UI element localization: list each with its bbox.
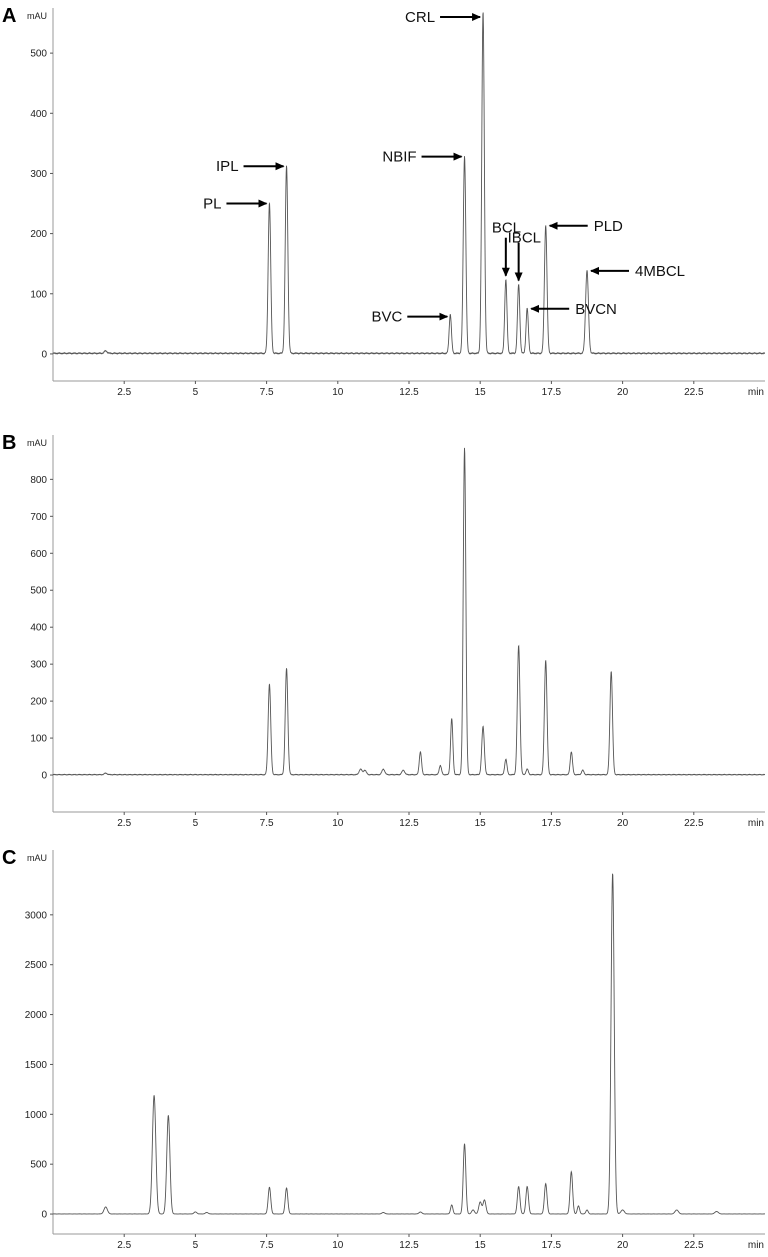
annotation-label: PL bbox=[203, 196, 221, 213]
y-axis-unit-label: mAU bbox=[27, 11, 47, 21]
y-tick-label: 400 bbox=[30, 109, 47, 120]
y-tick-label: 2500 bbox=[25, 960, 48, 971]
x-tick-label: 7.5 bbox=[260, 387, 274, 398]
annotation-label: IPL bbox=[216, 158, 239, 175]
annotation-pld: PLD bbox=[548, 218, 623, 235]
y-tick-label: 600 bbox=[30, 549, 47, 560]
x-tick-label: 15 bbox=[475, 1240, 487, 1251]
x-tick-label: 20 bbox=[617, 387, 629, 398]
x-tick-label: 12.5 bbox=[399, 1240, 419, 1251]
x-tick-label: 7.5 bbox=[260, 1240, 274, 1251]
x-tick-label: 10 bbox=[332, 1240, 344, 1251]
chromatogram-trace-B bbox=[52, 447, 766, 776]
y-tick-label: 500 bbox=[30, 586, 47, 597]
annotation-label: PLD bbox=[594, 218, 623, 235]
x-tick-label: 20 bbox=[617, 818, 629, 829]
x-tick-label: 17.5 bbox=[542, 387, 562, 398]
annotation-crl: CRL bbox=[405, 9, 482, 26]
chromatogram-trace-C bbox=[52, 873, 766, 1215]
y-tick-label: 800 bbox=[30, 475, 47, 486]
annotation-bcl: BCL bbox=[492, 220, 521, 277]
x-tick-label: 12.5 bbox=[399, 387, 419, 398]
panel-letter-C: C bbox=[2, 847, 16, 869]
panel-letter-A: A bbox=[2, 5, 16, 27]
x-tick-label: 20 bbox=[617, 1240, 629, 1251]
annotation-ibcl: IBCL bbox=[508, 230, 541, 282]
y-tick-label: 1500 bbox=[25, 1060, 48, 1071]
annotation-label: BVC bbox=[371, 309, 402, 326]
annotation-4mbcl: 4MBCL bbox=[590, 263, 685, 280]
y-tick-label: 100 bbox=[30, 289, 47, 300]
y-tick-label: 400 bbox=[30, 623, 47, 634]
x-axis-unit-label: min bbox=[748, 818, 764, 829]
y-tick-label: 3000 bbox=[25, 910, 48, 921]
y-axis-unit-label: mAU bbox=[27, 853, 47, 863]
x-tick-label: 22.5 bbox=[684, 387, 704, 398]
annotation-ipl: IPL bbox=[216, 158, 285, 175]
annotation-bvc: BVC bbox=[371, 309, 449, 326]
y-tick-label: 0 bbox=[41, 1210, 47, 1221]
y-axis-unit-label: mAU bbox=[27, 438, 47, 448]
x-tick-label: 15 bbox=[475, 387, 487, 398]
annotation-label: 4MBCL bbox=[635, 263, 685, 280]
y-tick-label: 200 bbox=[30, 229, 47, 240]
annotation-nbif: NBIF bbox=[382, 149, 463, 166]
y-tick-label: 700 bbox=[30, 512, 47, 523]
y-tick-label: 500 bbox=[30, 49, 47, 60]
y-tick-label: 100 bbox=[30, 734, 47, 745]
annotation-label: BVCN bbox=[575, 301, 617, 318]
y-tick-label: 0 bbox=[41, 349, 47, 360]
annotation-label: BCL bbox=[492, 220, 521, 237]
x-tick-label: 2.5 bbox=[117, 818, 131, 829]
y-tick-label: 1000 bbox=[25, 1110, 48, 1121]
x-tick-label: 17.5 bbox=[542, 1240, 562, 1251]
y-tick-label: 200 bbox=[30, 697, 47, 708]
chromatogram-trace-A bbox=[52, 12, 766, 355]
annotation-label: IBCL bbox=[508, 230, 541, 247]
annotation-pl: PL bbox=[203, 196, 268, 213]
x-tick-label: 2.5 bbox=[117, 1240, 131, 1251]
x-tick-label: 5 bbox=[193, 818, 199, 829]
x-tick-label: 10 bbox=[332, 387, 344, 398]
x-tick-label: 15 bbox=[475, 818, 487, 829]
y-tick-label: 500 bbox=[30, 1160, 47, 1171]
x-tick-label: 5 bbox=[193, 387, 199, 398]
x-tick-label: 7.5 bbox=[260, 818, 274, 829]
y-tick-label: 300 bbox=[30, 169, 47, 180]
x-axis-unit-label: min bbox=[748, 387, 764, 398]
x-tick-label: 2.5 bbox=[117, 387, 131, 398]
annotation-label: CRL bbox=[405, 9, 435, 26]
x-tick-label: 22.5 bbox=[684, 1240, 704, 1251]
panel-letter-B: B bbox=[2, 432, 16, 454]
annotation-bvcn: BVCN bbox=[530, 301, 617, 318]
x-tick-label: 17.5 bbox=[542, 818, 562, 829]
annotation-label: NBIF bbox=[382, 149, 416, 166]
x-tick-label: 5 bbox=[193, 1240, 199, 1251]
y-tick-label: 2000 bbox=[25, 1010, 48, 1021]
x-axis-unit-label: min bbox=[748, 1240, 764, 1251]
x-tick-label: 12.5 bbox=[399, 818, 419, 829]
x-tick-label: 22.5 bbox=[684, 818, 704, 829]
x-tick-label: 10 bbox=[332, 818, 344, 829]
y-tick-label: 0 bbox=[41, 771, 47, 782]
y-tick-label: 300 bbox=[30, 660, 47, 671]
